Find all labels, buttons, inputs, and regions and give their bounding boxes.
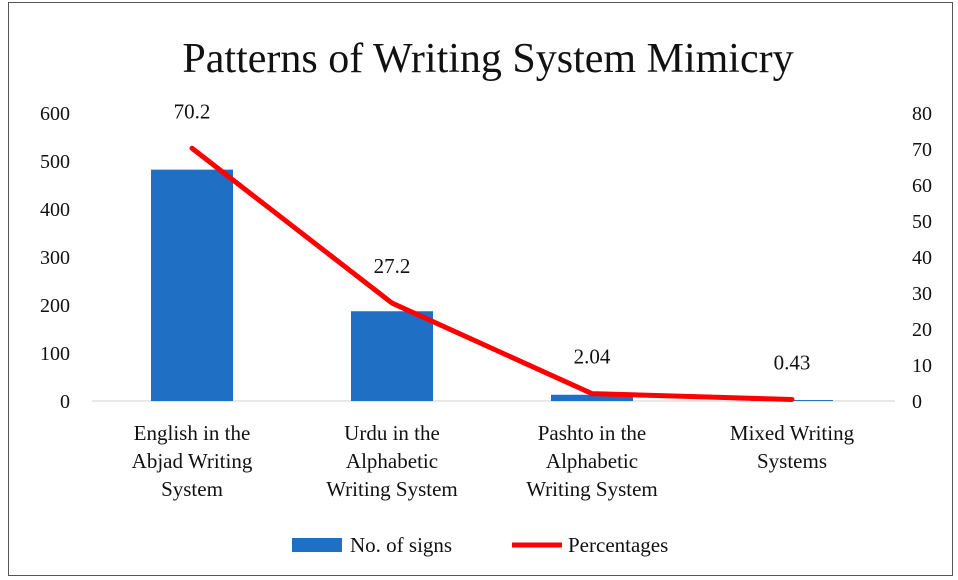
right-tick-label: 60 — [912, 175, 932, 197]
percentage-line — [189, 145, 795, 402]
category-label: English in the — [134, 421, 251, 445]
bar — [151, 169, 233, 401]
category-label: System — [161, 477, 223, 501]
data-label: 0.43 — [774, 350, 811, 374]
data-label: 27.2 — [374, 254, 411, 278]
left-tick-label: 100 — [40, 343, 70, 365]
category-label: Urdu in the — [344, 421, 440, 445]
left-tick-label: 200 — [40, 295, 70, 317]
right-axis: 0 10 20 30 40 50 60 70 80 — [912, 103, 932, 413]
category-label: Pashto in the — [538, 421, 647, 445]
right-tick-label: 0 — [912, 391, 922, 413]
right-tick-label: 20 — [912, 319, 932, 341]
category-label: Systems — [757, 449, 827, 473]
legend-bar-swatch — [292, 538, 342, 552]
left-tick-label: 500 — [40, 151, 70, 173]
right-tick-label: 40 — [912, 247, 932, 269]
bar — [351, 311, 433, 401]
category-label: Alphabetic — [346, 449, 438, 473]
bar — [551, 394, 633, 401]
category-label: Mixed Writing — [730, 421, 855, 445]
line-series — [189, 145, 795, 402]
right-tick-label: 50 — [912, 211, 932, 233]
left-tick-label: 300 — [40, 247, 70, 269]
right-tick-label: 10 — [912, 355, 932, 377]
data-label: 2.04 — [574, 345, 611, 369]
chart-title: Patterns of Writing System Mimicry — [182, 36, 793, 82]
category-label: Alphabetic — [546, 449, 638, 473]
bar-series — [151, 169, 833, 401]
right-tick-label: 70 — [912, 139, 932, 161]
left-tick-label: 400 — [40, 199, 70, 221]
category-label: Writing System — [326, 477, 458, 501]
category-label: Abjad Writing — [132, 449, 253, 473]
left-axis: 0 100 200 300 400 500 600 — [40, 103, 70, 413]
data-labels: 70.2 27.2 2.04 0.43 — [174, 99, 811, 374]
data-label: 70.2 — [174, 99, 211, 123]
category-labels: English in the Abjad Writing System Urdu in… — [132, 421, 855, 501]
right-tick-label: 30 — [912, 283, 932, 305]
legend: No. of signs Percentages — [292, 533, 668, 557]
legend-bar-label: No. of signs — [350, 533, 452, 557]
left-tick-label: 0 — [60, 391, 70, 413]
category-label: Writing System — [526, 477, 658, 501]
right-tick-label: 80 — [912, 103, 932, 125]
left-tick-label: 600 — [40, 103, 70, 125]
legend-line-label: Percentages — [568, 533, 668, 557]
